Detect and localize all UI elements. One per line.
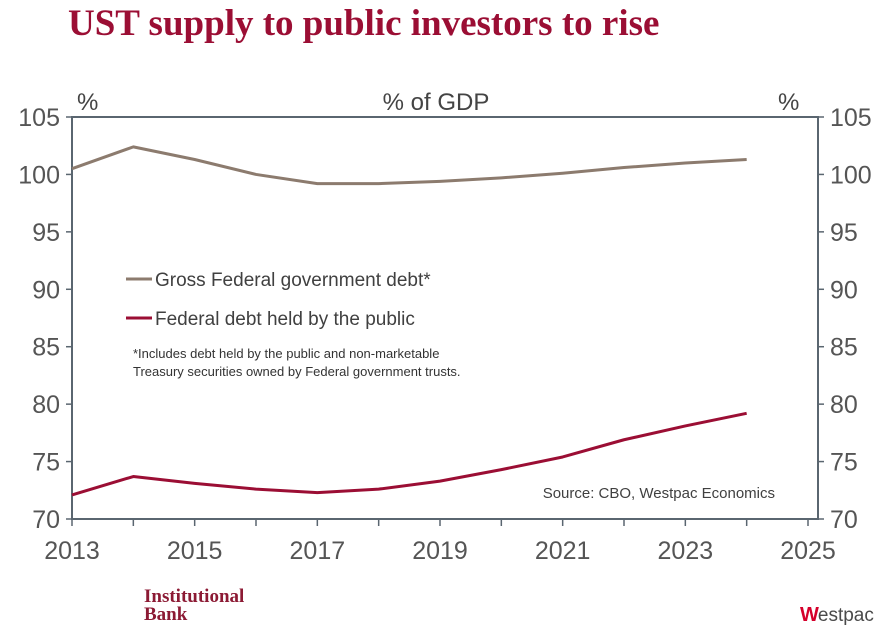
y-tick-label-left: 70 <box>32 506 60 534</box>
y-tick-label-left: 75 <box>32 449 60 477</box>
logo-line-2: Bank <box>144 604 188 625</box>
y-tick-label-left: 95 <box>32 219 60 247</box>
westpac-text: estpac <box>817 605 874 626</box>
plot-frame <box>71 116 819 520</box>
chart-subtitle: % of GDP <box>383 89 490 116</box>
y-tick-label-left: 80 <box>32 391 60 419</box>
x-tick-label: 2019 <box>412 537 468 565</box>
x-tick-label: 2021 <box>535 537 591 565</box>
chart-title: UST supply to public investors to rise <box>68 3 660 44</box>
x-tick-label: 2023 <box>658 537 714 565</box>
x-tick-label: 2015 <box>167 537 223 565</box>
source-note: Source: CBO, Westpac Economics <box>543 485 775 502</box>
y-tick-label-right: 105 <box>830 104 872 132</box>
x-tick-label: 2013 <box>44 537 100 565</box>
y-tick-label-right: 85 <box>830 334 858 362</box>
westpac-mark: W <box>800 604 819 626</box>
legend-label-1: Federal debt held by the public <box>155 309 415 330</box>
y-tick-label-left: 105 <box>18 104 60 132</box>
footnote-line: *Includes debt held by the public and no… <box>133 346 439 361</box>
footnote-line: Treasury securities owned by Federal gov… <box>133 364 461 379</box>
y-tick-label-right: 90 <box>830 276 858 304</box>
institutional-bank-logo: Institutional Bank <box>144 586 245 625</box>
y-tick-label-right: 70 <box>830 506 858 534</box>
legend-label-0: Gross Federal government debt* <box>155 270 431 291</box>
westpac-logo: Westpac <box>800 604 874 627</box>
y-tick-label-left: 100 <box>18 161 60 189</box>
series-line-1 <box>71 411 747 497</box>
y-unit-right: % <box>778 89 799 116</box>
y-unit-left: % <box>77 89 98 116</box>
y-tick-label-left: 85 <box>32 334 60 362</box>
y-tick-label-left: 90 <box>32 276 60 304</box>
y-tick-label-right: 100 <box>830 161 872 189</box>
x-tick-label: 2025 <box>780 537 836 565</box>
x-tick-label: 2017 <box>290 537 346 565</box>
y-tick-label-right: 95 <box>830 219 858 247</box>
logo-line-1: Institutional <box>144 586 245 607</box>
y-tick-label-right: 80 <box>830 391 858 419</box>
series-line-0 <box>71 145 747 186</box>
y-tick-label-right: 75 <box>830 449 858 477</box>
